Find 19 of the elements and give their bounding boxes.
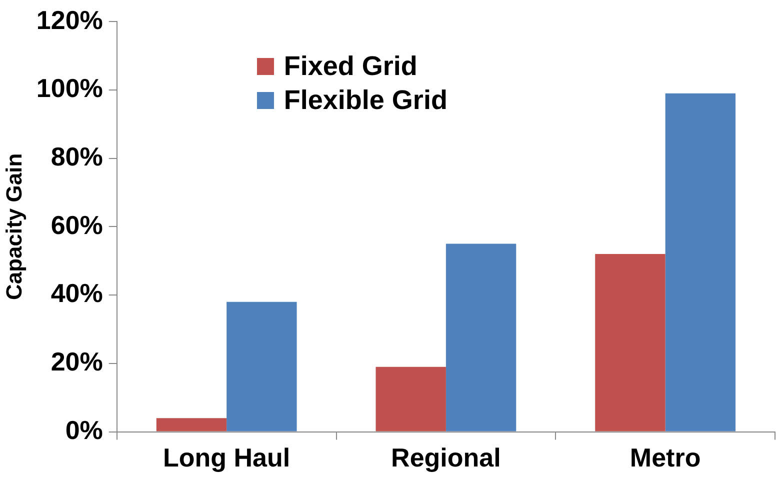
y-axis-title: Capacity Gain — [1, 153, 26, 300]
x-tick-label: Long Haul — [163, 442, 290, 473]
y-tick-label: 40% — [50, 278, 103, 308]
legend-label: Fixed Grid — [284, 51, 418, 82]
x-tick-label: Metro — [630, 442, 701, 473]
x-tick-label: Regional — [391, 442, 501, 473]
y-tick-label: 80% — [50, 142, 103, 172]
y-tick-label: 20% — [50, 346, 103, 377]
bar — [446, 244, 516, 432]
y-tick-label: 100% — [36, 73, 103, 104]
bar — [665, 93, 736, 432]
legend-label: Flexible Grid — [284, 85, 448, 116]
y-tick-label: 60% — [50, 210, 103, 240]
bar — [156, 418, 227, 432]
y-tick-label: 0% — [65, 414, 103, 445]
y-tick-label: 120% — [36, 4, 103, 35]
bar — [376, 366, 446, 432]
bar — [595, 254, 666, 432]
bar — [226, 302, 297, 432]
